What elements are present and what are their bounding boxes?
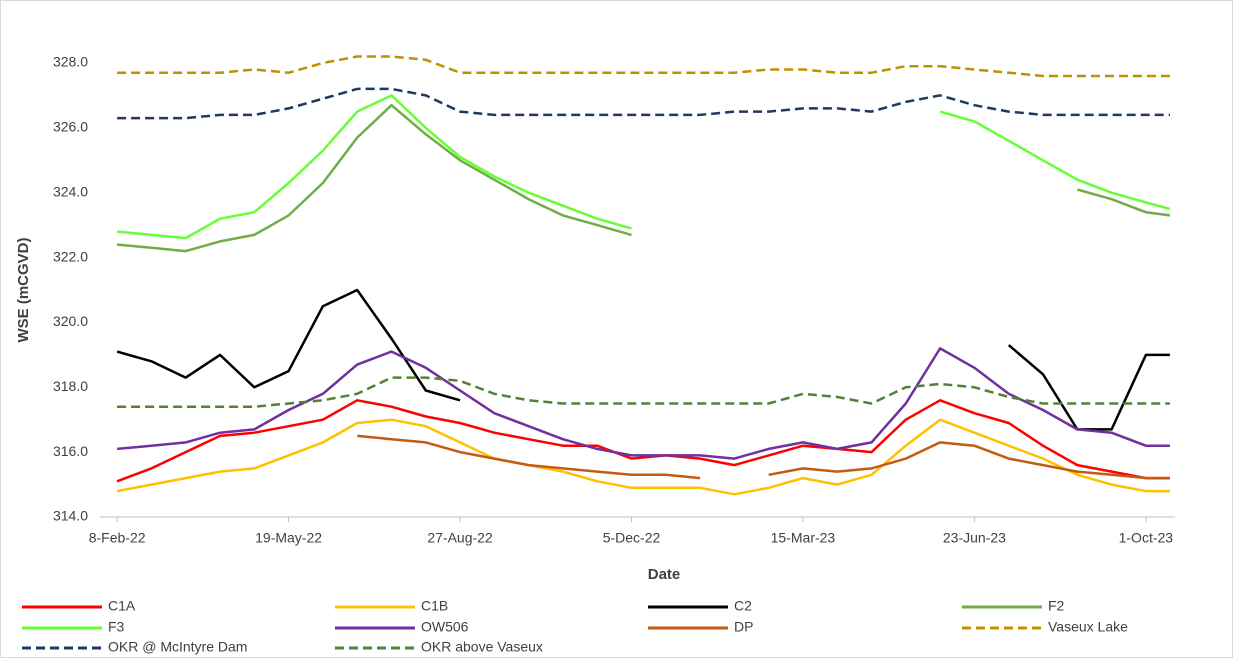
legend-label: F2 bbox=[1048, 598, 1065, 614]
x-tick-label: 23-Jun-23 bbox=[943, 530, 1006, 546]
x-tick-label: 19-May-22 bbox=[255, 530, 322, 546]
legend-label: OKR @ McIntyre Dam bbox=[108, 639, 247, 655]
series-line bbox=[117, 87, 1170, 120]
y-tick-label: 326.0 bbox=[53, 119, 88, 135]
x-tick-label: 27-Aug-22 bbox=[427, 530, 493, 546]
series-line bbox=[357, 434, 1170, 480]
series-line bbox=[116, 94, 1171, 240]
legend-label: OW506 bbox=[421, 619, 469, 635]
series-line bbox=[117, 376, 1170, 408]
legend-label: OKR above Vaseux bbox=[421, 639, 543, 655]
y-tick-label: 328.0 bbox=[53, 54, 88, 70]
x-tick-label: 1-Oct-23 bbox=[1119, 530, 1174, 546]
y-tick-label: 318.0 bbox=[53, 378, 88, 394]
legend-label: C1A bbox=[108, 598, 136, 614]
x-tick-label: 8-Feb-22 bbox=[89, 530, 146, 546]
series-line bbox=[117, 55, 1170, 78]
legend-label: F3 bbox=[108, 619, 125, 635]
y-axis-label: WSE (mCGVD) bbox=[15, 237, 32, 342]
series-line bbox=[116, 399, 1170, 483]
x-axis-label: Date bbox=[648, 566, 681, 583]
x-tick-label: 15-Mar-23 bbox=[771, 530, 836, 546]
x-tick-label: 5-Dec-22 bbox=[603, 530, 661, 546]
series-line bbox=[116, 103, 1171, 253]
y-tick-label: 322.0 bbox=[53, 248, 88, 264]
y-tick-label: 314.0 bbox=[53, 508, 88, 524]
y-tick-label: 324.0 bbox=[53, 183, 88, 199]
legend-label: C1B bbox=[421, 598, 448, 614]
legend-label: Vaseux Lake bbox=[1048, 619, 1128, 635]
legend-label: DP bbox=[734, 619, 753, 635]
series-line bbox=[116, 347, 1170, 460]
y-tick-label: 320.0 bbox=[53, 313, 88, 329]
legend-label: C2 bbox=[734, 598, 752, 614]
series-line bbox=[116, 418, 1170, 496]
y-tick-label: 316.0 bbox=[53, 443, 88, 459]
